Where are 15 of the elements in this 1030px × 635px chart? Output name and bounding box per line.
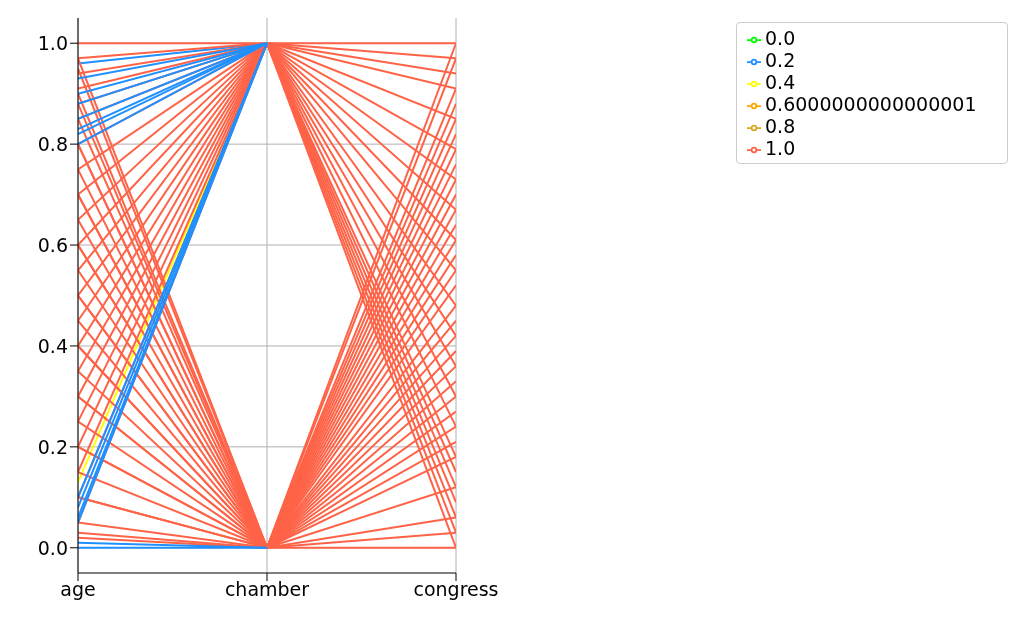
y-tick-label: 0.4 [37,334,68,357]
legend-label: 0.2 [765,49,796,71]
legend-label: 1.0 [765,137,796,159]
legend-label: 0.4 [765,71,796,93]
x-tick-label: chamber [224,578,310,601]
legend-label: 0.8 [765,115,796,137]
y-tick-label: 1.0 [37,31,68,54]
y-tick-label: 0.8 [37,132,68,155]
legend-label: 0.6000000000000001 [765,93,977,115]
y-tick-label: 0.0 [37,536,68,559]
x-tick-label: age [60,578,96,601]
legend-label: 0.0 [765,27,796,49]
y-tick-label: 0.2 [37,435,68,458]
x-tick-label: congress [413,578,499,601]
y-tick-label: 0.6 [37,233,68,256]
